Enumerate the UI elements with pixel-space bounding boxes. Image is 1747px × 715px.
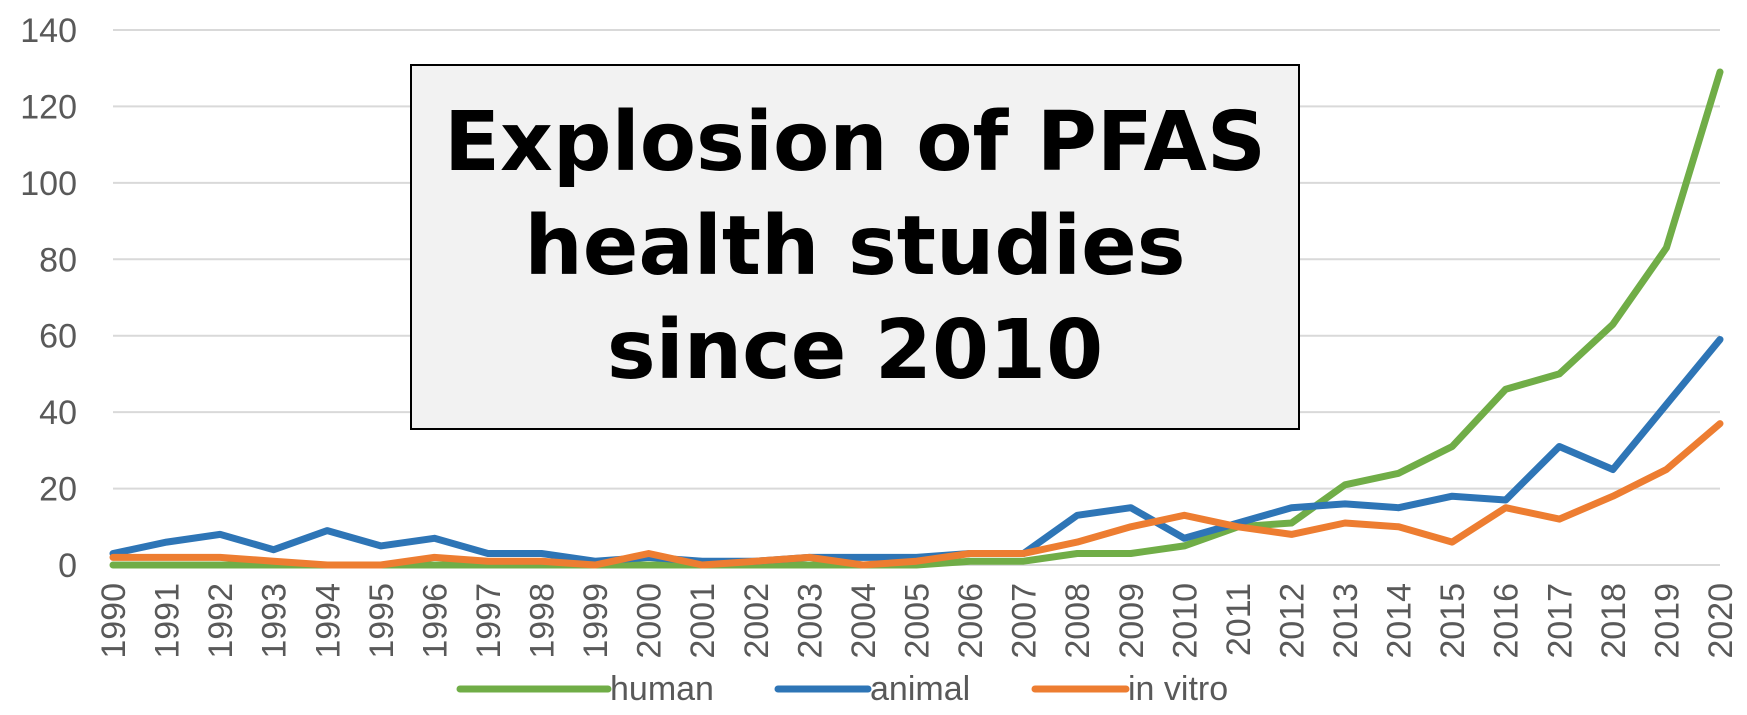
y-tick-label: 140	[20, 12, 77, 50]
legend: human animal in vitro	[456, 670, 1228, 708]
x-tick-label: 2001	[684, 583, 722, 659]
y-tick-label: 100	[20, 165, 77, 203]
x-tick-label: 2011	[1220, 583, 1258, 656]
x-tick-label: 2007	[1006, 583, 1044, 659]
y-tick-label: 80	[39, 241, 77, 279]
chart-title-line-3: since 2010	[606, 303, 1104, 398]
x-tick-label: 1999	[577, 583, 615, 659]
x-tick-label: 2000	[631, 583, 669, 659]
x-tick-label: 1997	[470, 583, 508, 659]
x-tick-label: 1996	[416, 583, 454, 659]
chart-title-line-1: Explosion of PFAS	[443, 95, 1266, 190]
x-tick-label: 2002	[738, 583, 776, 659]
x-tick-label: 1991	[149, 583, 187, 659]
y-tick-label: 20	[39, 471, 77, 509]
x-tick-label: 2009	[1113, 583, 1151, 659]
y-tick-label: 120	[20, 88, 77, 126]
x-tick-label: 2005	[899, 583, 937, 659]
x-tick-label: 2004	[845, 583, 883, 659]
y-tick-label: 60	[39, 318, 77, 356]
y-tick-label: 0	[58, 547, 77, 585]
chart-title-box: Explosion of PFAS health studies since 2…	[410, 64, 1300, 430]
x-tick-label: 1992	[202, 583, 240, 659]
x-tick-label: 2015	[1434, 583, 1472, 659]
x-tick-label: 2014	[1381, 583, 1419, 659]
series-line-in-vitro	[109, 420, 1724, 569]
legend-label: in vitro	[1128, 670, 1228, 708]
y-tick-label: 40	[39, 394, 77, 432]
x-tick-label: 2012	[1273, 583, 1311, 659]
y-axis: 0 20 40 60 80 100 120 140	[20, 12, 77, 585]
x-tick-label: 1994	[309, 583, 347, 659]
x-tick-label: 2018	[1595, 583, 1633, 659]
x-tick-label: 1998	[524, 583, 562, 659]
series-lines	[109, 68, 1724, 569]
legend-label: animal	[870, 670, 970, 708]
x-axis: 1990 1991 1992 1993 1994 1995 1996 1997 1998 1999…	[95, 583, 1740, 659]
x-tick-label: 1990	[95, 583, 133, 659]
x-tick-label: 2010	[1166, 583, 1204, 659]
legend-label: human	[610, 670, 714, 708]
x-tick-label: 2017	[1541, 583, 1579, 659]
x-tick-label: 1993	[256, 583, 294, 659]
x-tick-label: 2008	[1059, 583, 1097, 659]
x-tick-label: 2013	[1327, 583, 1365, 659]
x-tick-label: 2020	[1702, 583, 1740, 659]
series-line-animal	[109, 336, 1724, 565]
x-tick-label: 1995	[363, 583, 401, 659]
x-tick-label: 2016	[1488, 583, 1526, 659]
x-tick-label: 2019	[1648, 583, 1686, 659]
chart-title-line-2: health studies	[524, 199, 1186, 294]
x-tick-label: 2006	[952, 583, 990, 659]
x-tick-label: 2003	[791, 583, 829, 659]
